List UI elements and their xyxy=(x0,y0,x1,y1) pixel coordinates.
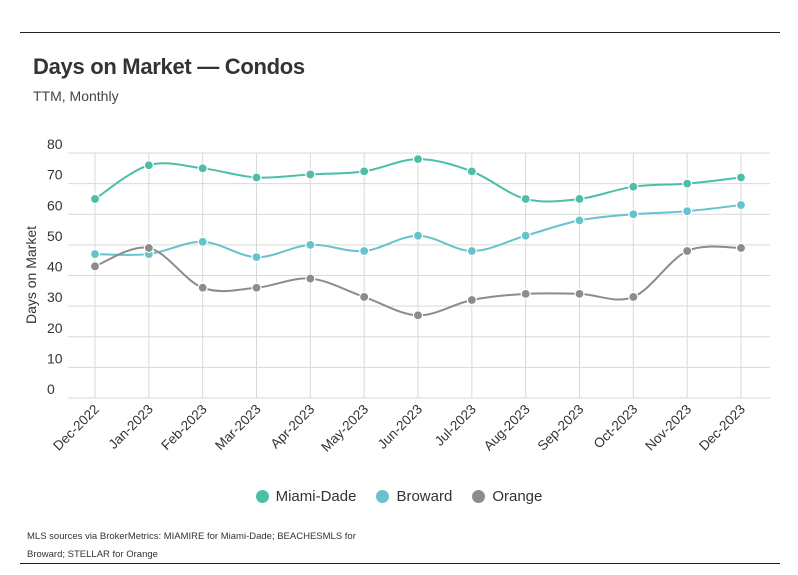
data-point-miami-dade[interactable] xyxy=(682,178,693,189)
legend-item-miami-dade[interactable]: Miami-Dade xyxy=(255,488,357,505)
data-point-orange[interactable] xyxy=(143,242,154,254)
data-point-broward[interactable] xyxy=(682,206,693,217)
data-point-orange[interactable] xyxy=(735,242,747,254)
series-points xyxy=(89,154,747,321)
y-tick-label: 80 xyxy=(47,136,63,152)
grid xyxy=(68,152,770,399)
data-point-broward[interactable] xyxy=(89,248,101,260)
legend-label-miami-dade: Miami-Dade xyxy=(275,488,357,505)
x-tick-label: Feb-2023 xyxy=(158,402,209,453)
data-point-miami-dade[interactable] xyxy=(143,160,154,171)
y-tick-label: 40 xyxy=(47,259,63,275)
y-tick-label: 50 xyxy=(47,228,63,244)
data-point-broward[interactable] xyxy=(735,199,747,211)
x-tick-label: Oct-2023 xyxy=(591,402,641,452)
x-tick-label: Mar-2023 xyxy=(212,402,263,453)
y-axis-label: Days on Market xyxy=(23,226,39,324)
data-point-orange[interactable] xyxy=(520,288,531,299)
data-point-orange[interactable] xyxy=(412,310,424,321)
y-tick-label: 10 xyxy=(47,350,63,366)
data-point-broward[interactable] xyxy=(520,230,531,241)
data-point-miami-dade[interactable] xyxy=(197,163,208,174)
y-tick-labels: 0 10 20 30 40 50 60 70 80 xyxy=(47,136,63,397)
x-tick-label: Jul-2023 xyxy=(432,402,479,449)
bottom-rule xyxy=(20,563,780,564)
data-point-orange[interactable] xyxy=(682,245,693,257)
data-point-broward[interactable] xyxy=(197,236,208,247)
x-tick-label: Nov-2023 xyxy=(642,402,694,454)
data-point-miami-dade[interactable] xyxy=(305,169,316,180)
legend-item-broward[interactable]: Broward xyxy=(376,488,452,505)
chart-title: Days on Market — Condos xyxy=(33,54,305,79)
top-rule xyxy=(20,32,780,33)
data-point-broward[interactable] xyxy=(251,252,262,263)
data-point-miami-dade[interactable] xyxy=(520,193,531,205)
data-point-miami-dade[interactable] xyxy=(628,181,639,192)
data-point-miami-dade[interactable] xyxy=(466,166,477,177)
data-point-broward[interactable] xyxy=(628,209,639,220)
legend-swatch-orange xyxy=(472,490,486,503)
legend-swatch-broward xyxy=(376,490,390,503)
data-point-orange[interactable] xyxy=(89,261,101,272)
legend-label-orange: Orange xyxy=(492,488,543,505)
data-point-orange[interactable] xyxy=(628,291,639,303)
legend: Miami-Dade Broward Orange xyxy=(0,488,798,505)
data-point-orange[interactable] xyxy=(251,282,262,293)
data-point-broward[interactable] xyxy=(412,230,424,241)
data-point-broward[interactable] xyxy=(466,245,477,257)
source-note: MLS sources via BrokerMetrics: MIAMIRE f… xyxy=(27,531,356,560)
x-tick-label: Sep-2023 xyxy=(535,402,587,454)
legend-item-orange[interactable]: Orange xyxy=(472,488,542,505)
data-point-miami-dade[interactable] xyxy=(412,154,424,165)
data-point-miami-dade[interactable] xyxy=(359,166,370,177)
data-point-orange[interactable] xyxy=(305,273,316,284)
x-tick-label: Dec-2022 xyxy=(50,402,102,454)
data-point-miami-dade[interactable] xyxy=(735,172,747,183)
data-point-orange[interactable] xyxy=(197,282,208,293)
data-point-miami-dade[interactable] xyxy=(574,193,585,205)
y-tick-label: 60 xyxy=(47,197,63,213)
y-tick-label: 0 xyxy=(47,381,55,397)
y-tick-label: 30 xyxy=(47,289,63,305)
line-chart: 0 10 20 30 40 50 60 70 80 Dec-2022 Jan-2023 Feb-20… xyxy=(23,136,770,455)
x-tick-label: May-2023 xyxy=(318,402,371,455)
y-tick-label: 70 xyxy=(47,167,63,183)
data-point-broward[interactable] xyxy=(359,245,370,257)
data-point-broward[interactable] xyxy=(574,215,585,226)
data-point-broward[interactable] xyxy=(305,239,316,250)
data-point-orange[interactable] xyxy=(574,288,585,299)
legend-swatch-miami-dade xyxy=(255,490,269,503)
chart-subtitle: TTM, Monthly xyxy=(33,88,119,104)
x-tick-label: Apr-2023 xyxy=(268,402,318,452)
y-tick-label: 20 xyxy=(47,320,63,336)
data-point-miami-dade[interactable] xyxy=(251,172,262,183)
x-tick-label: Jun-2023 xyxy=(375,402,425,452)
data-point-orange[interactable] xyxy=(359,291,370,303)
x-tick-labels: Dec-2022 Jan-2023 Feb-2023 Mar-2023 Apr-2023… xyxy=(50,402,748,455)
x-tick-label: Aug-2023 xyxy=(481,402,533,454)
data-point-miami-dade[interactable] xyxy=(89,193,101,205)
legend-label-broward: Broward xyxy=(396,488,453,505)
data-point-orange[interactable] xyxy=(466,294,477,306)
x-tick-label: Jan-2023 xyxy=(106,402,156,452)
x-tick-label: Dec-2023 xyxy=(696,402,748,454)
